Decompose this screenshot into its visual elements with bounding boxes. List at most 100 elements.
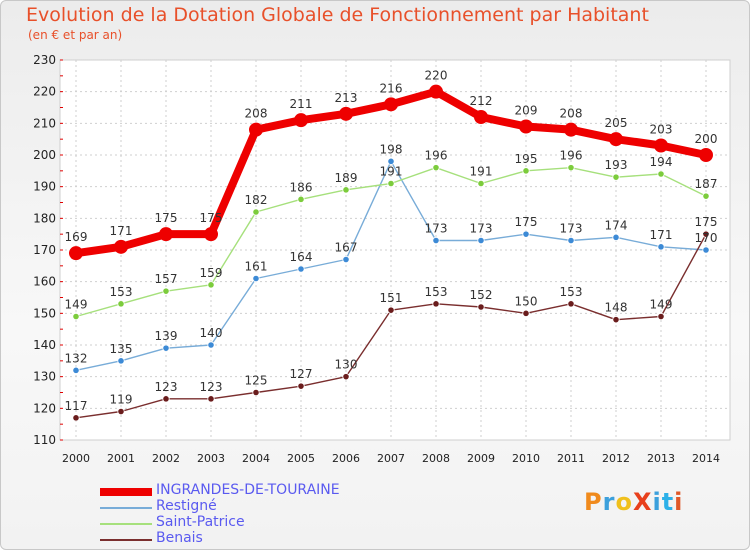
data-point — [522, 230, 530, 238]
data-label: 123 — [200, 380, 223, 394]
data-label: 175 — [515, 215, 538, 229]
data-label: 203 — [650, 123, 673, 137]
legend-swatch — [100, 507, 152, 509]
x-tick-label: 2014 — [692, 452, 720, 465]
y-tick-label: 110 — [33, 433, 56, 447]
data-point — [654, 138, 668, 153]
data-point — [207, 395, 215, 403]
logo-letter: i — [674, 488, 684, 516]
data-point — [567, 164, 575, 172]
data-label: 135 — [110, 342, 133, 356]
data-label: 123 — [155, 380, 178, 394]
x-tick-label: 2001 — [107, 452, 135, 465]
data-label: 211 — [290, 97, 313, 111]
data-label: 175 — [200, 211, 223, 225]
logo-letter: P — [584, 488, 603, 516]
data-label: 187 — [695, 177, 718, 191]
data-label: 159 — [200, 266, 223, 280]
axes: 110 120 130 140 150 160 170 180 190 200 210 220 230 2… — [33, 53, 720, 465]
x-tick-label: 2006 — [332, 452, 360, 465]
legend-label: Benais — [156, 530, 203, 546]
legend-label: Saint-Patrice — [156, 514, 245, 530]
data-point — [297, 265, 305, 273]
y-tick-label: 230 — [33, 53, 56, 67]
data-label: 139 — [155, 329, 178, 343]
data-label: 151 — [380, 291, 403, 305]
data-point — [204, 227, 218, 242]
data-label: 173 — [470, 222, 493, 236]
data-point — [159, 227, 173, 242]
data-label: 127 — [290, 367, 313, 381]
data-label: 171 — [110, 224, 133, 238]
data-label: 205 — [605, 116, 628, 130]
data-point — [522, 167, 530, 175]
data-point — [477, 236, 485, 245]
data-point — [207, 341, 215, 349]
data-label: 175 — [695, 215, 718, 229]
data-point — [564, 122, 578, 137]
data-point — [432, 236, 440, 245]
x-tick-label: 2012 — [602, 452, 630, 465]
y-tick-label: 180 — [33, 211, 56, 225]
x-tick-label: 2000 — [62, 452, 90, 465]
data-point — [609, 132, 623, 147]
data-point — [252, 208, 260, 216]
logo-letter: r — [602, 488, 616, 516]
chart-title: Evolution de la Dotation Globale de Fonc… — [26, 4, 649, 26]
data-label: 189 — [335, 171, 358, 185]
y-tick-label: 130 — [33, 370, 56, 384]
legend-label: INGRANDES-DE-TOURAINE — [156, 482, 340, 498]
data-point — [702, 246, 710, 254]
data-label: 209 — [515, 104, 538, 118]
data-label: 186 — [290, 180, 313, 194]
data-point — [429, 84, 443, 99]
data-point — [657, 170, 665, 178]
data-label: 175 — [155, 211, 178, 225]
data-label: 191 — [380, 165, 403, 179]
series-layer — [69, 84, 713, 422]
data-point — [162, 395, 170, 403]
data-label: 167 — [335, 241, 358, 255]
data-label: 182 — [245, 193, 268, 207]
data-label: 196 — [425, 149, 448, 163]
logo-letter: i — [652, 488, 662, 516]
data-point — [612, 173, 620, 181]
data-point — [69, 246, 83, 261]
data-label: 198 — [380, 142, 403, 156]
data-point — [162, 344, 170, 352]
y-tick-label: 140 — [33, 338, 56, 352]
x-tick-label: 2004 — [242, 452, 270, 465]
data-point — [387, 179, 395, 188]
x-tick-label: 2005 — [287, 452, 315, 465]
data-label: 153 — [560, 285, 583, 299]
proxiti-logo: ProXiti — [584, 488, 683, 516]
chart-subtitle: (en € et par an) — [28, 28, 123, 42]
data-point — [387, 306, 395, 314]
data-label: 153 — [110, 285, 133, 299]
data-label: 161 — [245, 260, 268, 274]
y-tick-label: 170 — [33, 243, 56, 257]
x-tick-label: 2002 — [152, 452, 180, 465]
data-point — [432, 300, 440, 308]
data-label: 169 — [65, 230, 88, 244]
data-label: 196 — [560, 149, 583, 163]
data-label: 174 — [605, 218, 628, 232]
data-label: 220 — [425, 69, 448, 83]
data-point — [567, 236, 575, 245]
data-label: 200 — [695, 132, 718, 146]
data-label: 149 — [650, 298, 673, 312]
y-tick-label: 210 — [33, 116, 56, 130]
legend-swatch — [100, 539, 152, 541]
y-tick-label: 200 — [33, 148, 56, 162]
data-label: 208 — [560, 107, 583, 121]
data-point — [252, 388, 260, 397]
data-point — [117, 407, 125, 416]
data-label: 191 — [470, 165, 493, 179]
data-point — [567, 300, 575, 308]
data-label: 125 — [245, 374, 268, 388]
data-point — [477, 179, 485, 188]
data-point — [612, 233, 620, 241]
data-point — [114, 239, 128, 254]
data-label: 132 — [65, 351, 88, 365]
data-label: 171 — [650, 228, 673, 242]
